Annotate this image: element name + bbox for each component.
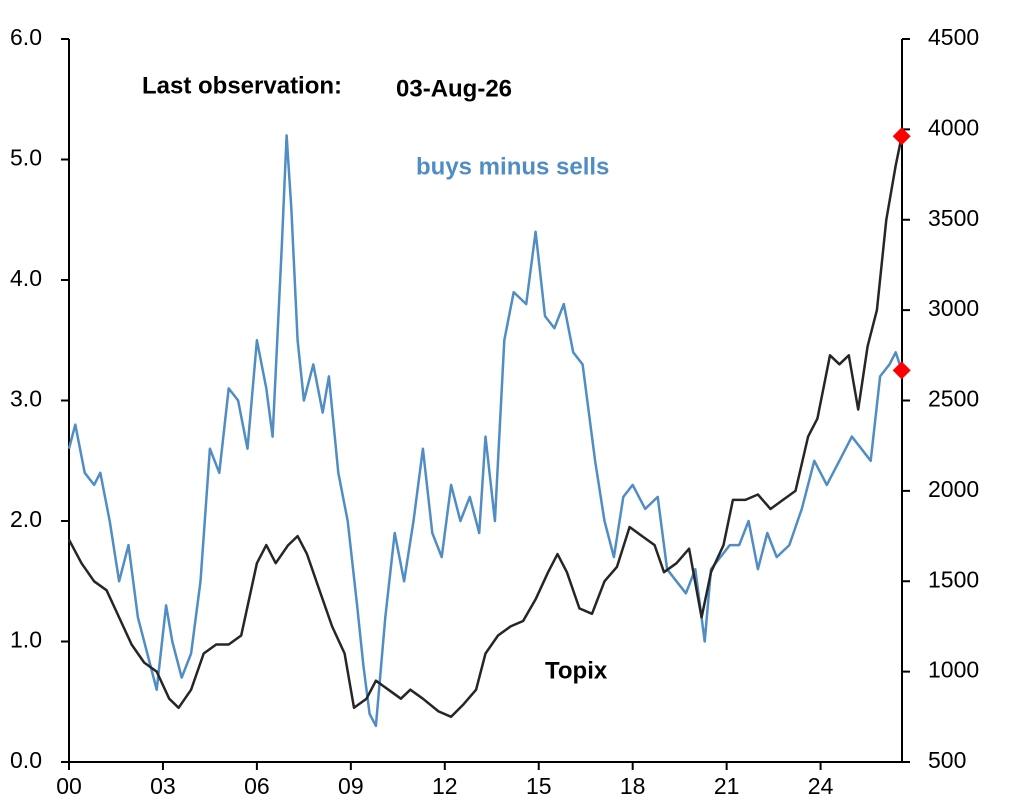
y2-tick-label: 500 [928,747,966,773]
x-tick-label: 06 [244,773,270,799]
y-tick-label: 4.0 [10,265,42,291]
y2-tick-label: 1000 [928,657,979,683]
annotation: Last observation: [142,72,342,99]
y-tick-label: 0.0 [10,747,42,773]
y2-tick-label: 3500 [928,205,979,231]
x-tick-label: 15 [526,773,552,799]
x-tick-label: 03 [150,773,176,799]
last-marker [892,127,911,146]
y2-tick-label: 4500 [928,24,979,50]
x-tick-label: 21 [714,773,740,799]
y2-tick-label: 2000 [928,476,979,502]
series-line [67,135,903,719]
series-line [67,134,903,728]
annotation: 03-Aug-26 [396,75,512,102]
y2-tick-label: 2500 [928,386,979,412]
y-tick-label: 2.0 [10,506,42,532]
x-tick-label: 24 [808,773,834,799]
annotation: buys minus sells [416,153,609,180]
y2-tick-label: 1500 [928,566,979,592]
y-tick-label: 6.0 [10,24,42,50]
x-tick-label: 12 [432,773,458,799]
annotation: Topix [545,657,608,684]
y2-tick-label: 4000 [928,114,979,140]
y-tick-label: 5.0 [10,145,42,171]
x-tick-label: 00 [56,773,82,799]
x-tick-label: 09 [338,773,364,799]
y2-tick-label: 3000 [928,295,979,321]
y-tick-label: 1.0 [10,627,42,653]
x-tick-label: 18 [620,773,646,799]
y-tick-label: 3.0 [10,386,42,412]
last-marker [892,361,911,380]
